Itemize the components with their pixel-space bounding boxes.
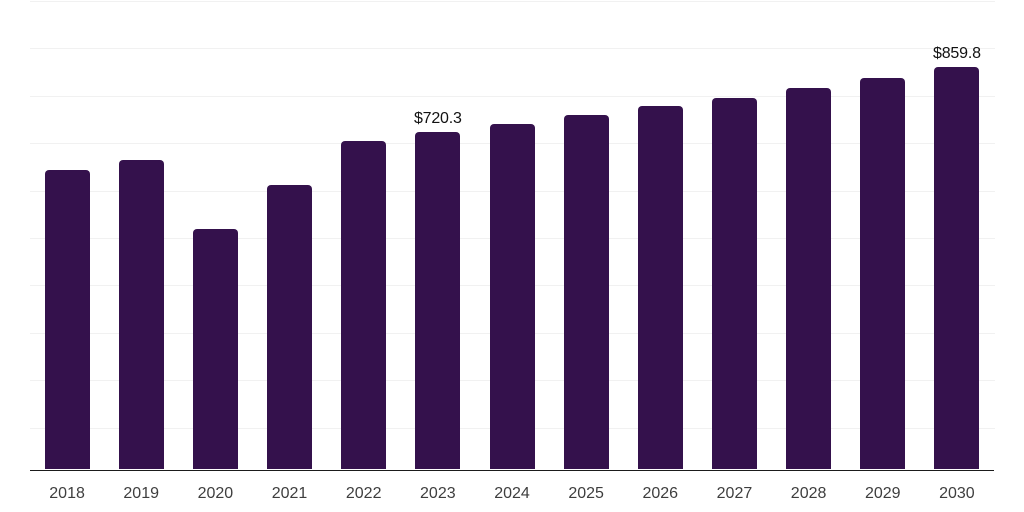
bar-2027 xyxy=(711,97,757,470)
bar-2019 xyxy=(118,160,164,470)
bar-2022 xyxy=(341,141,387,470)
bar-2024 xyxy=(489,124,535,470)
bar-2021 xyxy=(267,184,313,470)
bar-2023 xyxy=(415,132,461,470)
x-tick-2027: 2027 xyxy=(716,485,753,502)
x-tick-2020: 2020 xyxy=(197,485,234,502)
x-tick-2030: 2030 xyxy=(939,485,975,502)
gridline xyxy=(30,48,995,50)
bar-2026 xyxy=(637,106,683,470)
x-tick-2022: 2022 xyxy=(345,485,382,502)
gridline xyxy=(30,1,995,2)
x-tick-2023: 2023 xyxy=(420,485,456,502)
gridline xyxy=(30,95,995,97)
bar-2018 xyxy=(44,169,90,470)
bar-value-label-2030: $859.8 xyxy=(933,44,981,62)
x-axis-line xyxy=(30,469,994,471)
x-tick-2018: 2018 xyxy=(49,485,85,502)
bar-2020 xyxy=(192,229,238,470)
bar-value-label-2023: $720.3 xyxy=(413,110,462,128)
x-tick-2026: 2026 xyxy=(642,485,679,502)
bar-2028 xyxy=(786,88,832,470)
x-tick-2019: 2019 xyxy=(123,485,159,502)
x-tick-2029: 2029 xyxy=(864,485,901,502)
bar-2029 xyxy=(860,77,906,470)
bar-2030 xyxy=(934,66,980,470)
x-tick-2025: 2025 xyxy=(568,485,604,502)
x-tick-2028: 2028 xyxy=(790,485,827,502)
x-tick-2021: 2021 xyxy=(271,485,308,502)
x-tick-2024: 2024 xyxy=(494,485,530,502)
bar-2025 xyxy=(563,115,609,470)
